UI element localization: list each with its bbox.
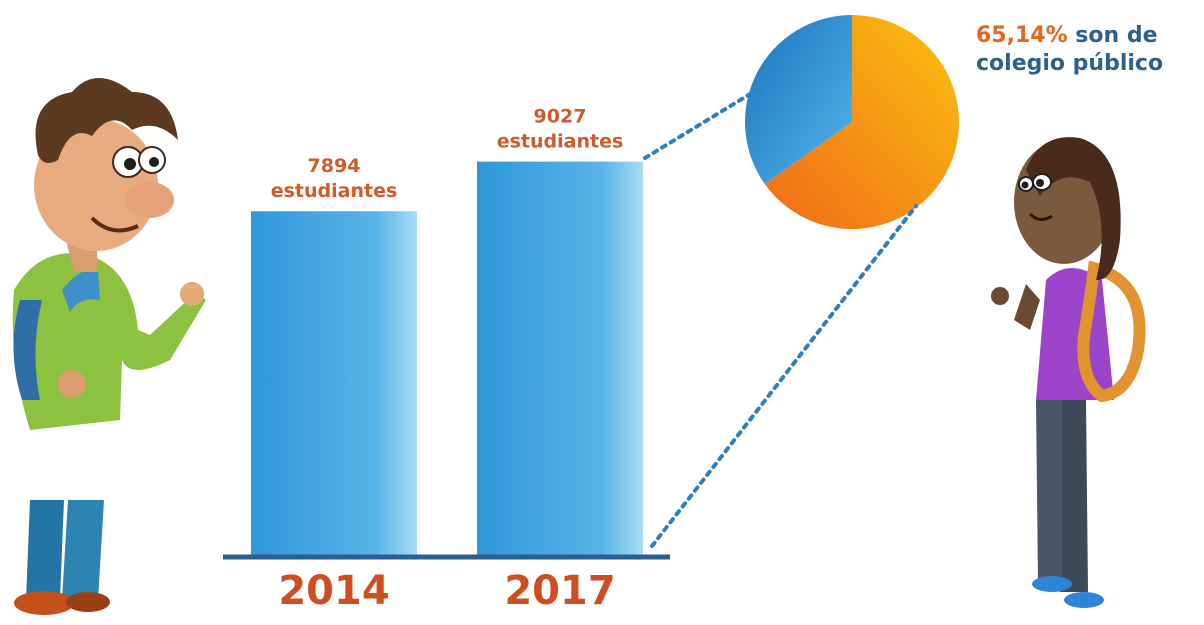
pie-caption-rest: son de — [1067, 23, 1158, 48]
bar-value-label-2014: 7894 — [308, 155, 361, 177]
student-boy-illustration — [12, 78, 206, 615]
student-girl-illustration — [991, 137, 1146, 608]
bar-unit-label-2014: estudiantes — [271, 180, 398, 202]
pie-caption-line-1: 65,14% son de — [976, 22, 1204, 50]
bar-value-label-2017: 9027 — [534, 106, 587, 128]
pie-caption: 65,14% son de colegio público — [976, 22, 1204, 78]
connector-line-bottom — [650, 204, 918, 548]
pie-caption-line-2: colegio público — [976, 51, 1164, 76]
bar-chart: 7894 estudiantes 2014 9027 estudiantes 2017 — [251, 106, 643, 614]
bar-2017 — [477, 161, 643, 557]
pie-chart — [745, 15, 960, 229]
bar-unit-label-2017: estudiantes — [497, 131, 624, 153]
connector-line-top — [643, 86, 762, 160]
pie-caption-percent: 65,14% — [976, 23, 1068, 48]
bar-2014 — [251, 211, 417, 557]
year-label-2017: 2017 — [504, 568, 615, 614]
year-label-2014: 2014 — [278, 568, 389, 614]
pie-slice-0 — [764, 15, 960, 229]
pie-slice-1 — [745, 15, 852, 185]
